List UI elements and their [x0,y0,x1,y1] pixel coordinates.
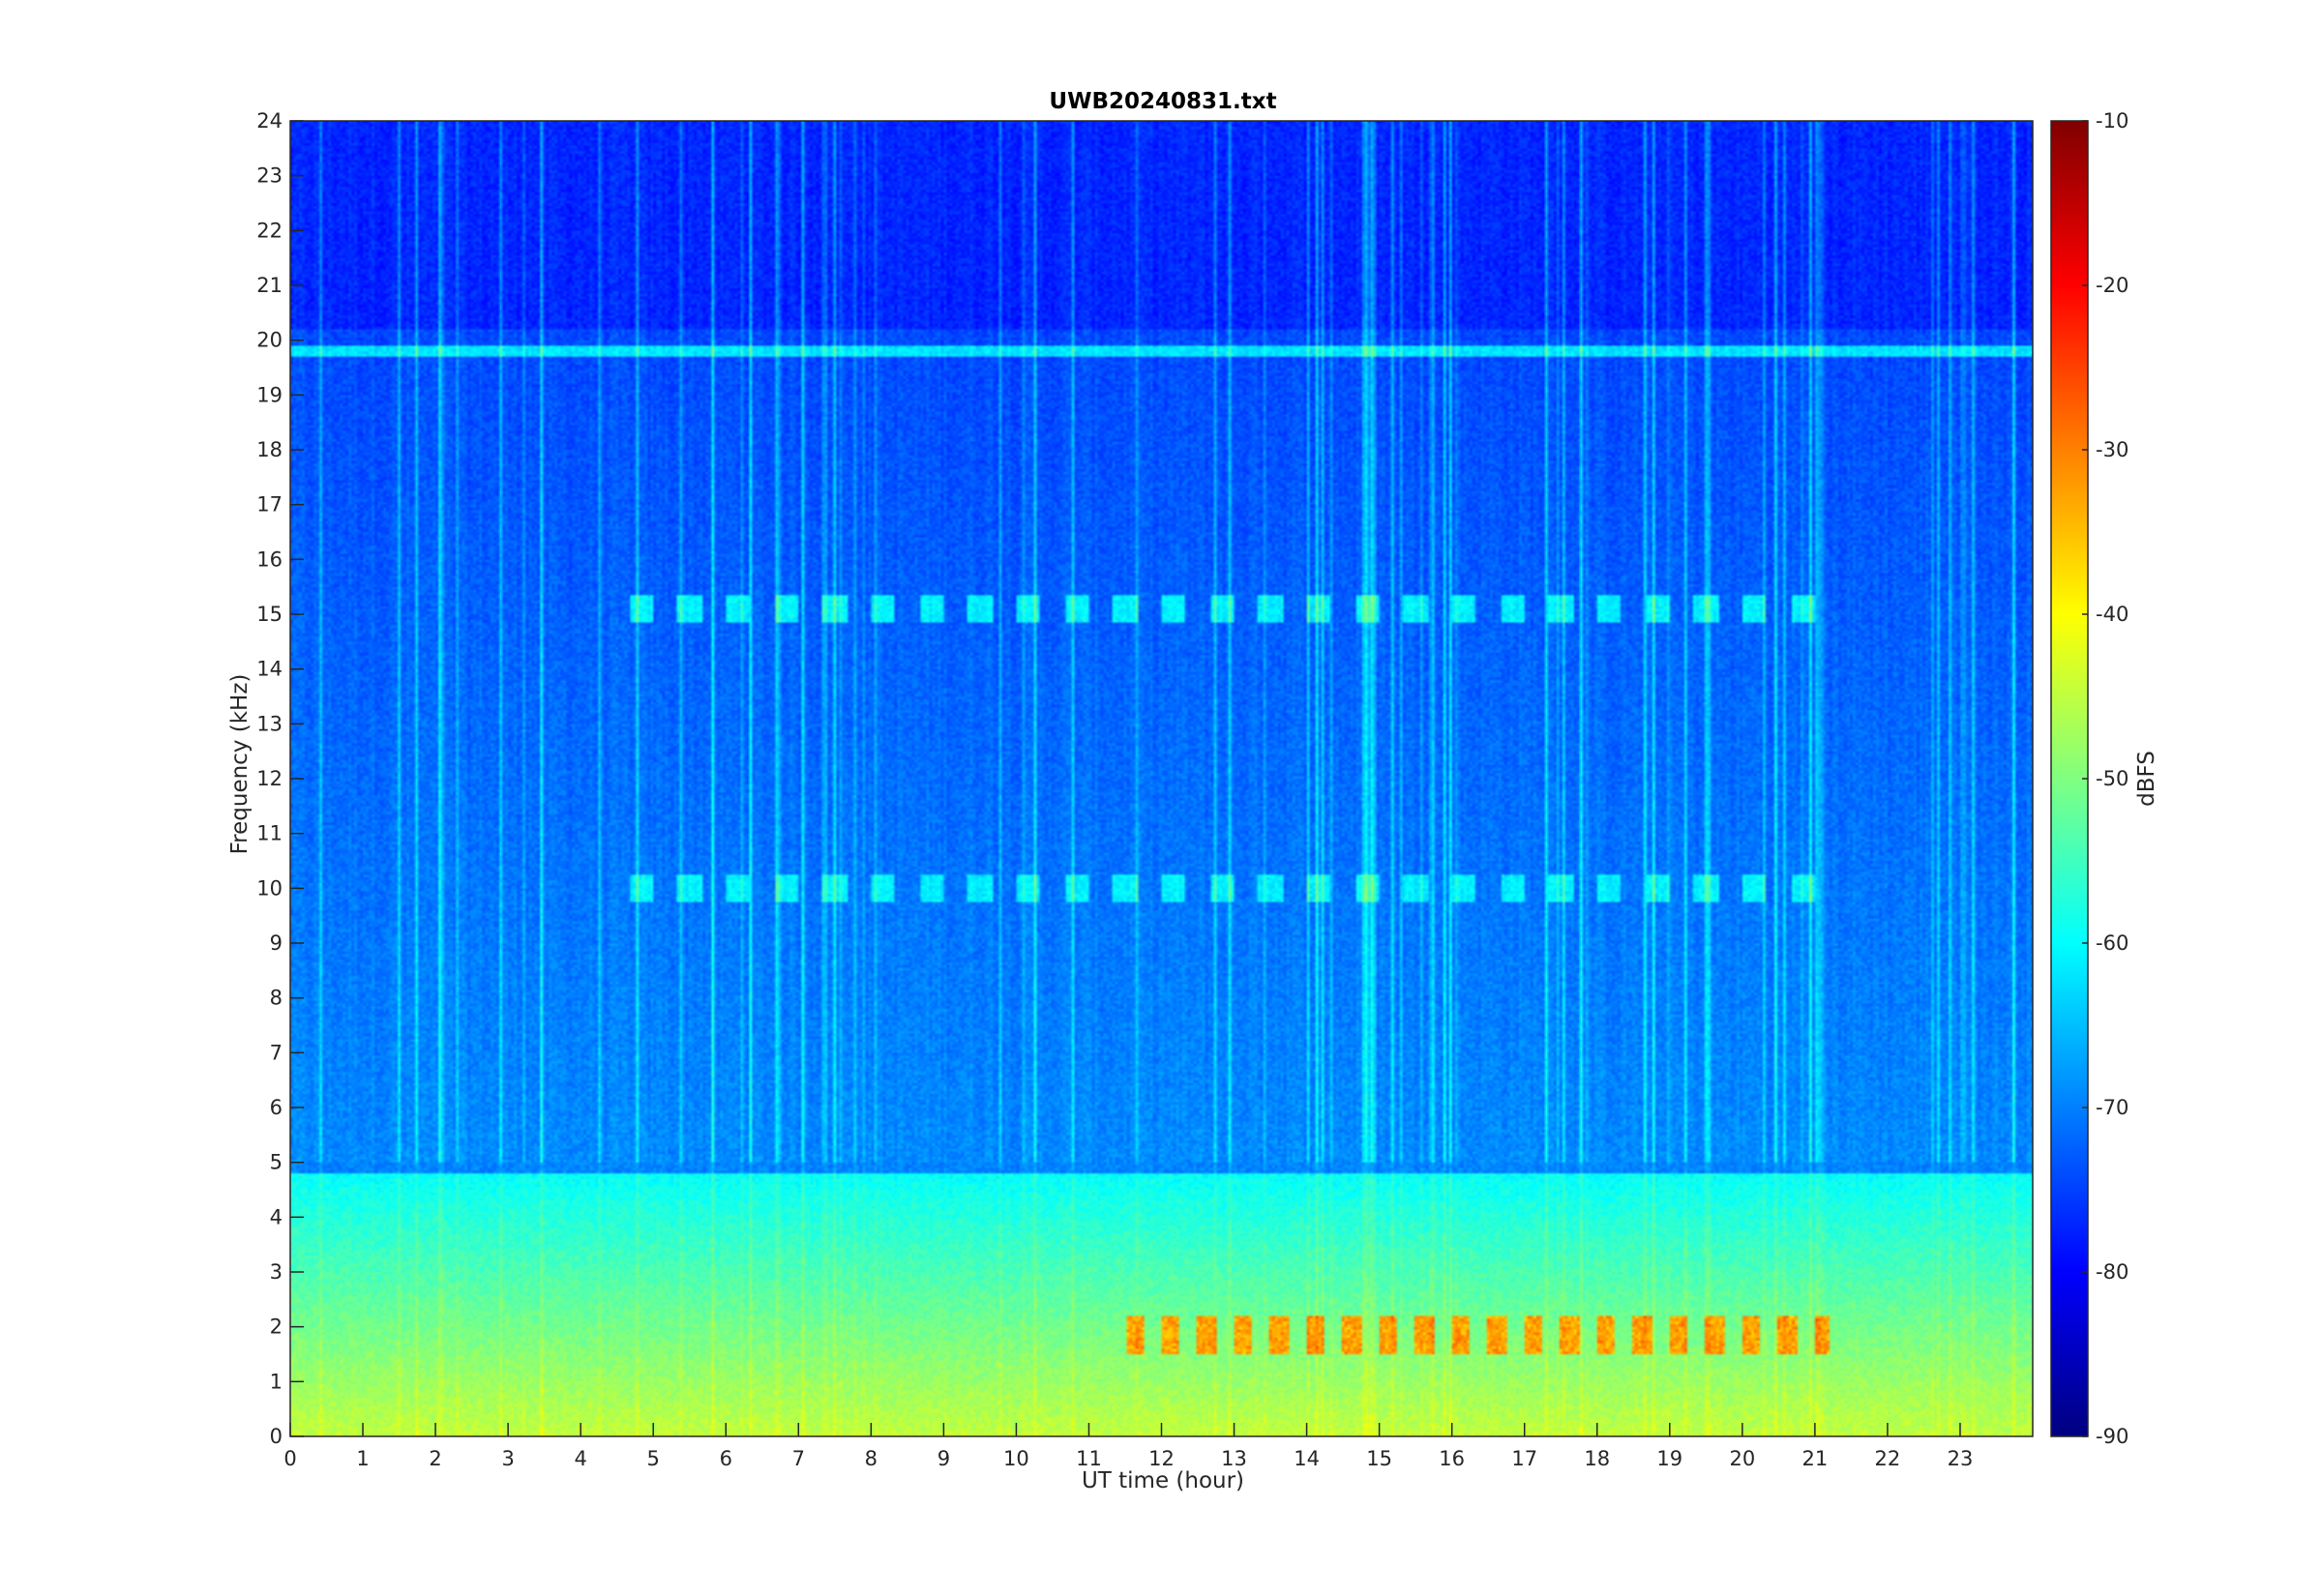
x-tick-label: 14 [1294,1447,1320,1470]
x-tick-label: 6 [720,1447,732,1470]
x-tick-label: 8 [865,1447,878,1470]
x-tick-label: 23 [1948,1447,1974,1470]
plot-area [289,120,2034,1437]
y-tick-label: 22 [256,219,283,242]
y-tick-label: 4 [270,1205,283,1228]
x-tick-label: 20 [1729,1447,1755,1470]
y-tick-label: 14 [256,658,283,681]
x-tick-label: 15 [1366,1447,1392,1470]
y-tick-label: 11 [256,822,283,845]
x-axis-label: UT time (hour) [1082,1468,1244,1493]
y-tick-label: 3 [270,1260,283,1284]
x-tick-label: 12 [1148,1447,1175,1470]
y-tick-label: 21 [256,274,283,297]
colorbar-axis: -10 -20 -30 -40 -50 -60 -70 -80 -90 [2082,109,2128,1448]
y-tick-label: 1 [270,1370,283,1393]
x-tick-label: 2 [429,1447,441,1470]
x-tick-label: 19 [1656,1447,1682,1470]
y-tick-label: 2 [270,1315,283,1339]
colorbar-label: dBFS [2134,751,2159,807]
y-tick-label: 0 [270,1425,283,1448]
colorbar-tick-label: -20 [2096,274,2128,297]
colorbar-tick-label: -50 [2096,767,2128,790]
x-tick-label: 5 [647,1447,660,1470]
y-tick-label: 19 [256,383,283,406]
chart-title: UWB20240831.txt [1049,89,1276,114]
y-tick-label: 16 [256,547,283,571]
colorbar-tick-label: -80 [2096,1260,2128,1284]
x-tick-label: 1 [356,1447,369,1470]
x-tick-label: 9 [938,1447,950,1470]
y-tick-label: 5 [270,1151,283,1174]
y-tick-label: 18 [256,438,283,461]
y-tick-label: 20 [256,329,283,352]
x-tick-label: 0 [283,1447,296,1470]
colorbar-tick-label: -90 [2096,1425,2128,1448]
colorbar-tick-label: -10 [2096,109,2128,133]
x-tick-label: 7 [792,1447,805,1470]
x-tick-label: 17 [1511,1447,1537,1470]
y-tick-label: 9 [270,931,283,955]
x-tick-label: 3 [501,1447,514,1470]
colorbar-tick-label: -60 [2096,931,2128,955]
x-tick-label: 11 [1076,1447,1102,1470]
x-tick-label: 10 [1003,1447,1029,1470]
y-tick-label: 23 [256,164,283,188]
colorbar-tick-label: -70 [2096,1096,2128,1119]
colorbar-tick-label: -30 [2096,438,2128,461]
y-tick-label: 10 [256,876,283,900]
x-tick-label: 13 [1221,1447,1247,1470]
y-tick-label: 24 [256,109,283,133]
colorbar-tick-label: -40 [2096,603,2128,626]
x-axis: 0 1 2 3 4 5 6 7 8 9 10 11 12 13 14 15 16 17 18 19 20 21 22 23 [283,1423,1973,1470]
x-tick-label: 21 [1802,1447,1829,1470]
x-tick-label: 18 [1584,1447,1610,1470]
y-tick-label: 13 [256,712,283,735]
y-tick-label: 17 [256,493,283,517]
y-tick-label: 12 [256,767,283,790]
y-tick-label: 7 [270,1041,283,1064]
y-axis-label: Frequency (kHz) [227,674,253,855]
x-tick-label: 4 [574,1447,586,1470]
x-tick-label: 22 [1875,1447,1901,1470]
y-tick-label: 15 [256,603,283,626]
y-tick-label: 6 [270,1096,283,1119]
y-tick-label: 8 [270,987,283,1010]
x-tick-label: 16 [1439,1447,1465,1470]
spectrogram-image [290,121,2033,1436]
